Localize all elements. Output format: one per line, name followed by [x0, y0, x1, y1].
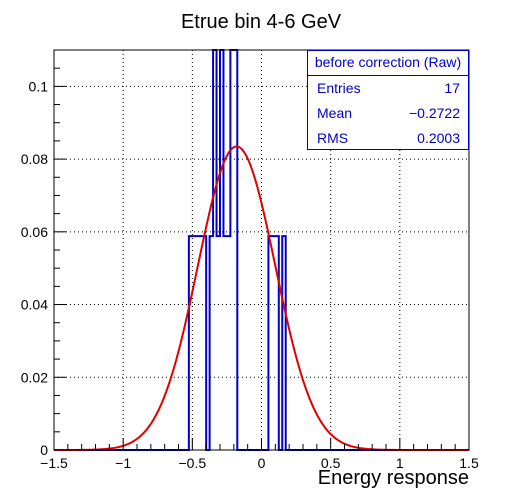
x-tick-label: −1 — [115, 455, 131, 471]
stats-value: 0.2003 — [417, 130, 460, 146]
x-axis-label: Energy response — [318, 467, 469, 489]
y-tick-label: 0.06 — [21, 224, 48, 240]
stats-value: −0.2722 — [409, 105, 460, 121]
stats-row-rms: RMS 0.2003 — [308, 126, 468, 151]
x-tick-label: −1.5 — [40, 455, 68, 471]
stats-label: Mean — [317, 105, 353, 121]
x-tick-label: 1.5 — [459, 455, 479, 471]
stats-box: before correction (Raw) Entries 17 Mean … — [307, 50, 469, 150]
y-tick-label: 0 — [40, 442, 48, 458]
stats-label: Entries — [317, 80, 361, 96]
x-tick-label: −0.5 — [179, 455, 207, 471]
x-tick-label: 0.5 — [321, 455, 341, 471]
y-tick-label: 0.1 — [29, 78, 49, 94]
stats-header: before correction (Raw) — [308, 51, 468, 76]
grid — [54, 50, 469, 450]
y-tick-label: 0.02 — [21, 369, 48, 385]
stats-row-mean: Mean −0.2722 — [308, 101, 468, 126]
x-tick-label: 0 — [258, 455, 266, 471]
x-tick-label: 1 — [396, 455, 404, 471]
axes: −1.5 −1 −0.5 0 0.5 1 1.5 0 0.02 0.04 0.06 0.08 0.1 — [21, 49, 479, 471]
y-tick-label: 0.04 — [21, 297, 48, 313]
y-tick-label: 0.08 — [21, 151, 48, 167]
stats-value: 17 — [444, 80, 460, 96]
chart-title: Etrue bin 4-6 GeV — [181, 11, 342, 33]
stats-row-entries: Entries 17 — [308, 76, 468, 101]
stats-label: RMS — [317, 130, 349, 146]
